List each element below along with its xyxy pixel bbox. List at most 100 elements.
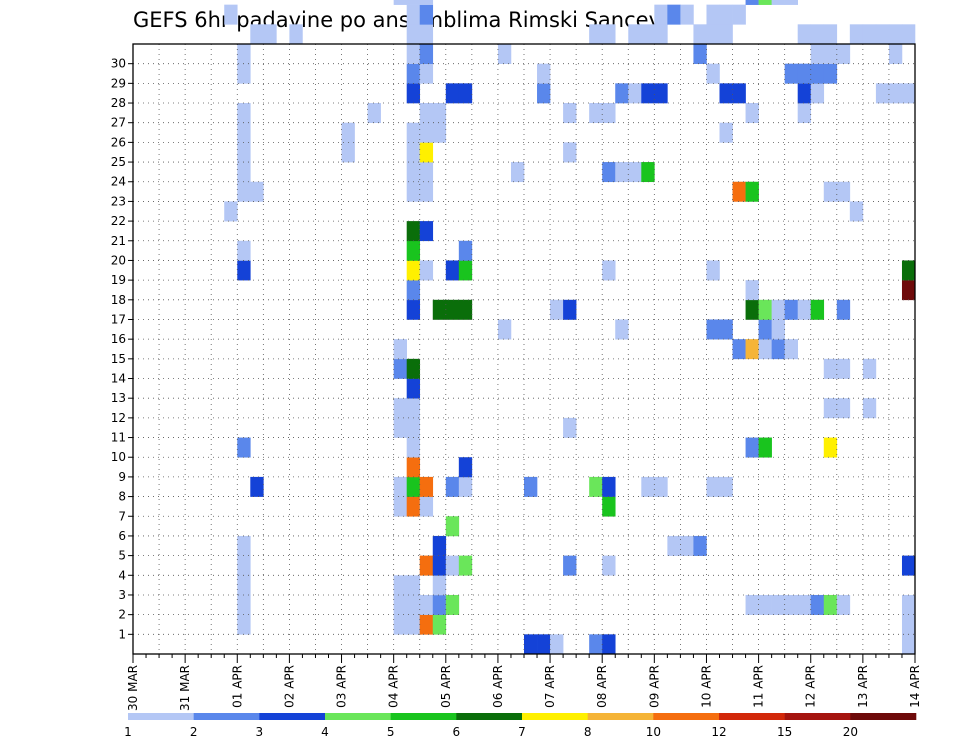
precip-cell <box>758 0 772 5</box>
precip-cell <box>432 614 447 635</box>
y-tick-label: 24 <box>111 175 126 189</box>
colorbar-label: 2 <box>190 725 198 739</box>
precip-cell <box>797 103 812 124</box>
precip-cell <box>341 142 355 163</box>
precip-cell <box>641 162 655 183</box>
precip-cell <box>432 535 447 556</box>
precip-cell <box>289 24 303 45</box>
precip-cell <box>784 594 798 615</box>
precip-cell <box>406 417 421 438</box>
precip-cell <box>406 83 421 104</box>
precip-cell <box>758 319 772 340</box>
y-tick-label: 28 <box>111 96 126 110</box>
precip-cell <box>393 417 407 438</box>
precip-cell <box>615 162 629 183</box>
colorbar-swatch <box>456 713 523 720</box>
precip-cell <box>693 44 707 64</box>
x-tick-label: 09 APR <box>647 665 661 708</box>
colorbar-swatch <box>719 713 785 720</box>
precip-cell <box>823 44 838 64</box>
colorbar-swatch <box>587 713 654 720</box>
precip-cell <box>641 83 655 104</box>
precip-cell <box>641 24 655 45</box>
x-tick-label: 31 MAR <box>178 665 192 711</box>
precip-cell <box>667 535 681 556</box>
precip-cell <box>823 63 838 84</box>
precip-cell <box>602 634 616 655</box>
precip-cell <box>745 437 759 458</box>
precip-cell <box>406 0 421 5</box>
colorbar-legend: 1 2 3 4 5 6 7 8 10 12 15 20 <box>124 713 917 739</box>
precip-cell <box>406 63 421 84</box>
precip-cell <box>237 260 251 281</box>
precip-cell <box>602 162 616 183</box>
precip-cell <box>458 83 473 104</box>
x-tick-label: 04 APR <box>387 665 401 708</box>
precip-cell <box>771 0 785 5</box>
x-axis-ticks: 30 MAR 31 MAR 01 APR 02 APR 03 APR 04 APR 05 A… <box>126 654 922 711</box>
precip-cell <box>745 594 759 615</box>
y-tick-label: 13 <box>111 391 126 405</box>
precip-cell <box>406 496 421 517</box>
precip-cell <box>393 398 407 419</box>
precip-cell <box>706 319 720 340</box>
precip-cell <box>719 83 733 104</box>
precip-cell <box>771 299 785 320</box>
x-tick-label: 08 APR <box>595 665 609 708</box>
precip-cell <box>406 594 421 615</box>
precip-cell <box>654 4 668 25</box>
precip-cell <box>719 24 733 45</box>
y-tick-label: 30 <box>111 57 126 71</box>
precip-cell <box>393 0 407 5</box>
x-tick-label: 07 APR <box>543 665 557 708</box>
precip-cell <box>445 83 460 104</box>
precip-cell <box>862 398 877 419</box>
precip-cell <box>406 280 421 301</box>
precip-cell <box>784 0 798 5</box>
y-tick-label: 18 <box>111 293 126 307</box>
precip-cell <box>810 299 825 320</box>
colorbar-label: 1 <box>124 725 132 739</box>
colorbar-label: 12 <box>711 725 726 739</box>
precip-cell <box>888 44 903 64</box>
precip-cell <box>654 24 668 45</box>
precip-cell <box>406 24 421 45</box>
y-tick-label: 4 <box>118 568 126 582</box>
precip-cell <box>224 201 238 222</box>
y-tick-label: 5 <box>118 549 126 563</box>
precip-cell <box>771 319 785 340</box>
precip-cell <box>537 83 551 104</box>
y-tick-label: 7 <box>118 509 126 523</box>
precip-cell <box>797 594 812 615</box>
precip-cell <box>602 555 616 576</box>
precip-cell <box>758 299 772 320</box>
precip-cell <box>237 142 251 163</box>
precip-cell <box>419 122 434 143</box>
colorbar-label: 7 <box>518 725 526 739</box>
colorbar-label: 3 <box>256 725 264 739</box>
precip-cell <box>250 24 264 45</box>
precip-cell <box>432 555 447 576</box>
precip-cell <box>458 240 473 261</box>
precip-cell <box>419 614 434 635</box>
precip-cell <box>419 555 434 576</box>
precip-cell <box>563 555 577 576</box>
precip-cell <box>823 437 838 458</box>
precip-cell <box>419 594 434 615</box>
precip-cell <box>393 575 407 596</box>
precip-cell <box>654 476 668 497</box>
precip-cell <box>237 535 251 556</box>
precip-cell <box>706 4 720 25</box>
colorbar-label: 5 <box>387 725 395 739</box>
precip-cell <box>524 476 538 497</box>
precip-cell <box>901 260 916 281</box>
precip-cell <box>406 260 421 281</box>
precip-cell <box>537 63 551 84</box>
precip-cell <box>706 476 720 497</box>
x-tick-label: 05 APR <box>439 665 453 708</box>
precip-cell <box>745 0 759 5</box>
precip-cell <box>537 634 551 655</box>
precip-cell <box>589 634 603 655</box>
precip-cell <box>823 181 838 202</box>
precip-cell <box>706 63 720 84</box>
